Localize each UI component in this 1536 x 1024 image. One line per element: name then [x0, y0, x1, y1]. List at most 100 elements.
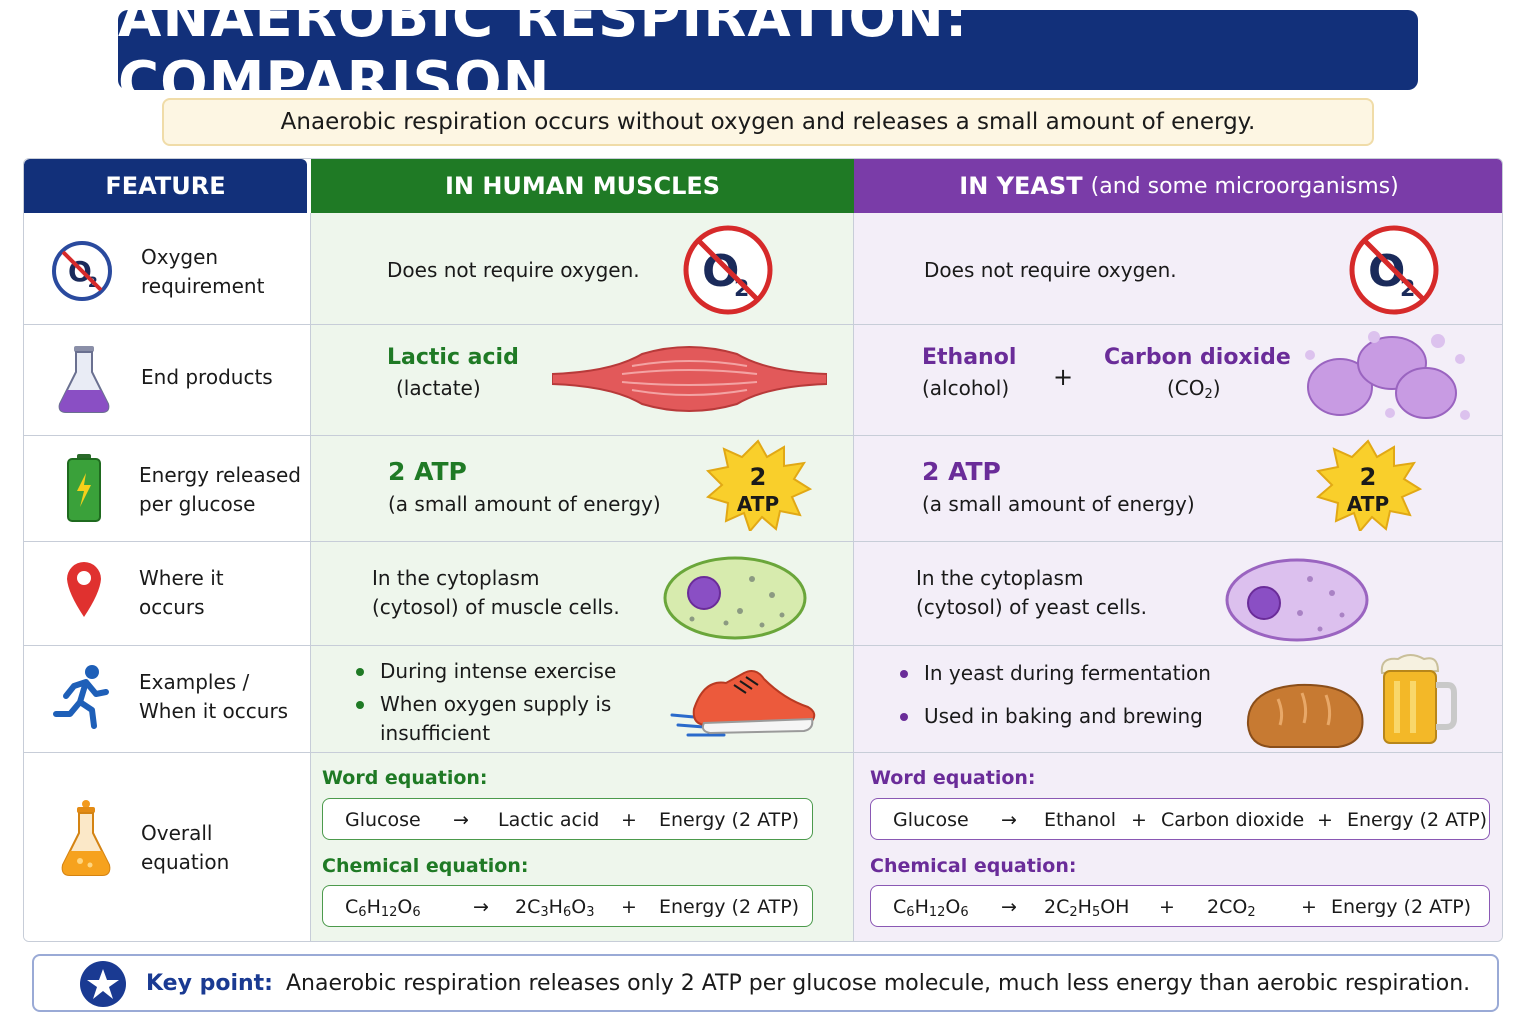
feature-equation: Overall equation: [141, 819, 229, 877]
feature-energy-line2: per glucose: [139, 492, 256, 516]
eq-carbon-dioxide: Carbon dioxide: [1161, 809, 1305, 831]
human-word-equation: Glucose → Lactic acid + Energy (2 ATP): [322, 798, 813, 840]
human-chem-eq-label: Chemical equation:: [322, 855, 529, 877]
cell-icon: [1224, 557, 1370, 647]
co2-formula-post: ): [1212, 376, 1221, 400]
divider: [310, 213, 311, 941]
flask-icon: [54, 344, 114, 420]
co2-formula-sub: 2: [1204, 387, 1213, 402]
human-word-eq-label: Word equation:: [322, 767, 488, 789]
human-product-alt: (lactate): [396, 376, 481, 400]
list-item: Used in baking and brewing: [900, 702, 1211, 731]
human-energy-note: (a small amount of energy): [388, 492, 661, 516]
eq-ethanol: Ethanol: [1044, 809, 1117, 831]
human-chemical-equation: C6H12O6 → 2C3H6O3 + Energy (2 ATP): [322, 885, 813, 927]
human-energy-value: 2 ATP: [388, 457, 467, 486]
key-point-box: Key point: Anaerobic respiration release…: [32, 954, 1499, 1012]
yeast-word-eq-label: Word equation:: [870, 767, 1036, 789]
human-energy: 2 ATP (a small amount of energy): [388, 457, 661, 519]
divider: [24, 541, 1502, 542]
muscle-icon: [551, 344, 828, 418]
yeast-location-line1: In the cytoplasm: [916, 566, 1084, 590]
yeast-oxygen-text: Does not require oxygen.: [924, 258, 1177, 282]
yeast-word-equation: Glucose → Ethanol + Carbon dioxide + Ene…: [870, 798, 1490, 840]
orange-flask-icon: [58, 799, 114, 883]
co2-formula: (CO2): [1167, 374, 1291, 409]
eq-ethanol-formula: 2C2H5OH: [1044, 896, 1130, 920]
human-oxygen-text: Does not require oxygen.: [387, 258, 640, 282]
yeast-location-line2: (cytosol) of yeast cells.: [916, 595, 1147, 619]
eq-glucose: Glucose: [893, 809, 969, 831]
beer-icon: [1376, 653, 1458, 753]
eq-plus: +: [1301, 896, 1317, 918]
eq-plus: +: [1159, 896, 1175, 918]
feature-oxygen-line1: Oxygen: [141, 245, 219, 269]
header-feature: FEATURE: [24, 159, 307, 213]
svg-text:O: O: [1368, 246, 1405, 297]
divider: [24, 752, 1502, 753]
eq-plus: +: [621, 896, 637, 918]
human-location: In the cytoplasm (cytosol) of muscle cel…: [372, 564, 620, 622]
eq-plus: +: [1317, 809, 1333, 831]
feature-energy-line1: Energy released: [139, 463, 302, 487]
eq-energy: Energy (2 ATP): [1331, 896, 1472, 918]
plus-sign: +: [1053, 363, 1074, 391]
eq-glucose: Glucose: [345, 809, 421, 831]
feature-equation-line1: Overall: [141, 821, 213, 845]
comparison-table: FEATURE IN HUMAN MUSCLES IN YEAST (and s…: [23, 158, 1503, 942]
feature-examples-line2: When it occurs: [139, 699, 289, 723]
divider: [24, 324, 1502, 325]
eq-glucose-formula: C6H12O6: [345, 896, 421, 920]
feature-equation-line2: equation: [141, 850, 230, 874]
eq-arrow: →: [1001, 896, 1017, 918]
yeast-energy-value: 2 ATP: [922, 457, 1001, 486]
human-examples-list: During intense exercise When oxygen supp…: [356, 657, 616, 748]
no-oxygen-icon: O 2: [682, 224, 774, 320]
human-location-line1: In the cytoplasm: [372, 566, 540, 590]
list-item-text: During intense exercise: [380, 659, 617, 683]
list-item-text-line2: insufficient: [380, 721, 491, 745]
eq-glucose-formula: C6H12O6: [893, 896, 969, 920]
eq-energy: Energy (2 ATP): [1347, 809, 1488, 831]
list-item-text: Used in baking and brewing: [924, 704, 1203, 728]
yeast-energy: 2 ATP (a small amount of energy): [922, 457, 1195, 519]
yeast-examples-list: In yeast during fermentation Used in bak…: [900, 659, 1211, 731]
yeast-chemical-equation: C6H12O6 → 2C2H5OH + 2CO2 + Energy (2 ATP…: [870, 885, 1490, 927]
list-item: In yeast during fermentation: [900, 659, 1211, 688]
cell-icon: [662, 555, 808, 645]
human-product-name: Lactic acid: [387, 345, 519, 370]
yeast-location: In the cytoplasm (cytosol) of yeast cell…: [916, 564, 1147, 622]
subtitle-box: Anaerobic respiration occurs without oxy…: [162, 98, 1374, 146]
svg-text:O: O: [702, 246, 739, 297]
yeast-product-ethanol: Ethanol (alcohol): [922, 345, 1016, 403]
header-human: IN HUMAN MUSCLES: [311, 159, 854, 213]
key-point-label: Key point:: [146, 971, 273, 996]
yeast-energy-note: (a small amount of energy): [922, 492, 1195, 516]
list-item-text-line1: When oxygen supply is: [380, 692, 612, 716]
bubbles-icon: [1300, 329, 1475, 433]
location-pin-icon: [64, 557, 104, 623]
feature-location-line1: Where it: [139, 566, 224, 590]
divider: [24, 645, 1502, 646]
battery-icon: [66, 453, 102, 527]
bullet-dot: [356, 668, 364, 676]
feature-location: Where it occurs: [139, 564, 224, 622]
subtitle-text: Anaerobic respiration occurs without oxy…: [280, 109, 1256, 135]
co2-formula-pre: (CO: [1167, 376, 1205, 400]
header-feature-label: FEATURE: [105, 172, 226, 200]
ethanol-alt: (alcohol): [922, 376, 1010, 400]
list-item-text: When oxygen supply is insufficient: [380, 690, 611, 748]
feature-oxygen: Oxygen requirement: [141, 243, 264, 301]
header-yeast-label: IN YEAST: [959, 172, 1083, 200]
bullet-dot: [900, 713, 908, 721]
no-oxygen-icon: O 2: [1348, 224, 1440, 320]
co2-name: Carbon dioxide: [1104, 345, 1291, 370]
star-badge-icon: [79, 960, 127, 1014]
atp-star-icon: 2 ATP: [1314, 439, 1423, 535]
feature-oxygen-line2: requirement: [141, 274, 265, 298]
ethanol-name: Ethanol: [922, 345, 1017, 370]
key-point-text: Anaerobic respiration releases only 2 AT…: [286, 971, 1471, 996]
feature-examples: Examples / When it occurs: [139, 668, 288, 726]
feature-examples-line1: Examples /: [139, 670, 250, 694]
bread-icon: [1242, 679, 1366, 755]
